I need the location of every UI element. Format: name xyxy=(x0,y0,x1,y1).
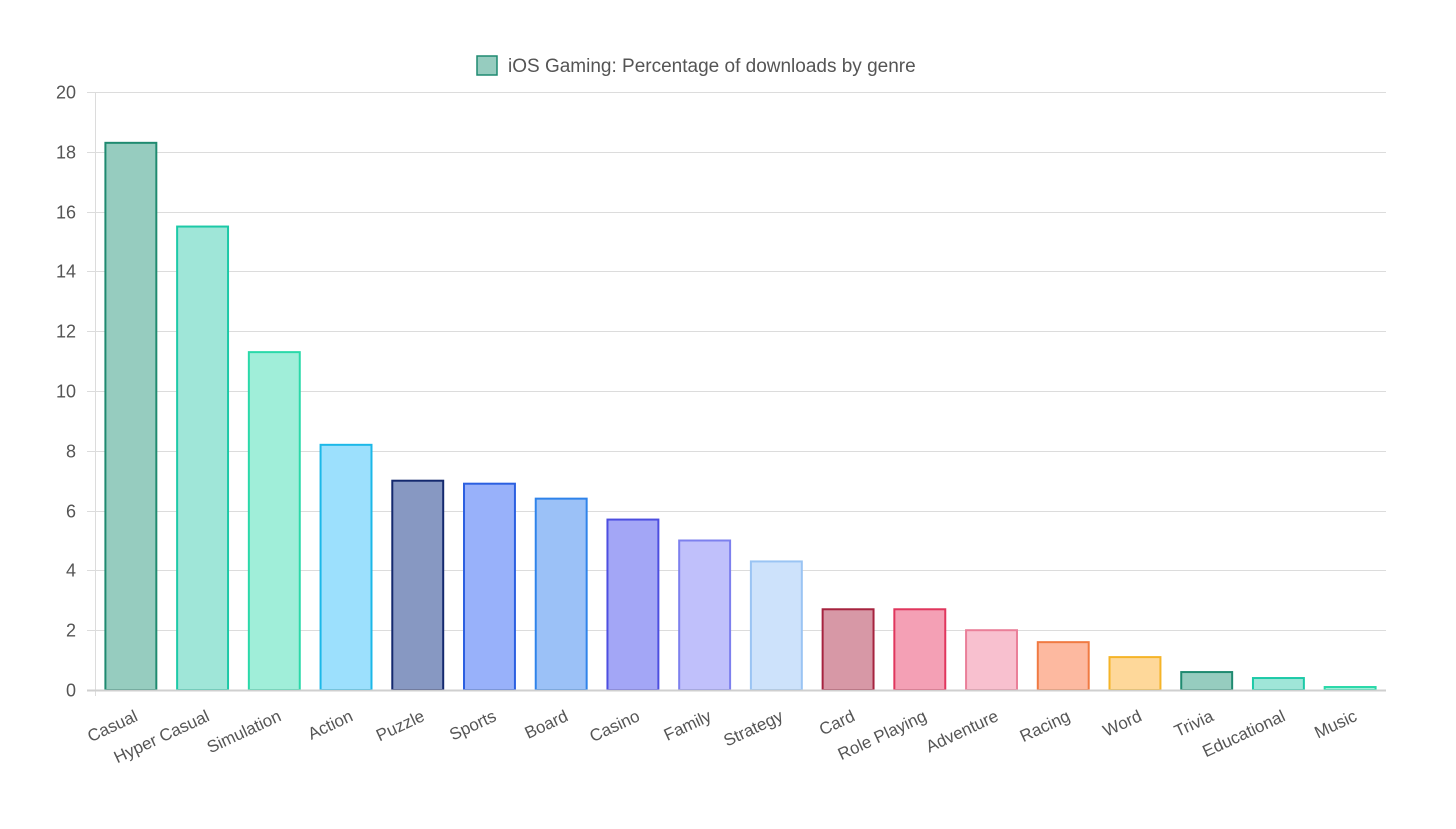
gridlines xyxy=(87,92,1386,631)
y-tick-label: 12 xyxy=(56,322,76,342)
x-tick-label: Strategy xyxy=(721,706,787,750)
y-tick-label: 6 xyxy=(66,502,76,522)
y-tick-label: 0 xyxy=(66,681,76,701)
x-tick-label: Action xyxy=(305,706,356,743)
bar-casino[interactable] xyxy=(606,518,660,691)
x-tick-label: Educational xyxy=(1200,706,1289,761)
bar-puzzle[interactable] xyxy=(391,479,445,692)
y-tick-label: 16 xyxy=(56,203,76,223)
y-tick-label: 8 xyxy=(66,442,76,462)
x-tick-label: Music xyxy=(1312,706,1361,742)
bar-family[interactable] xyxy=(678,539,732,691)
y-tick-label: 2 xyxy=(66,621,76,641)
bar-adventure[interactable] xyxy=(965,629,1018,692)
bar-hyper-casual[interactable] xyxy=(176,225,230,692)
bar-educational[interactable] xyxy=(1251,677,1305,691)
x-tick-label: Racing xyxy=(1017,706,1073,746)
legend-label[interactable]: iOS Gaming: Percentage of downloads by g… xyxy=(508,56,916,77)
x-tick-label: Card xyxy=(816,706,857,739)
x-tick-label: Board xyxy=(522,706,571,742)
y-axis-ticks: 0 2 4 6 8 10 12 14 16 18 20 xyxy=(56,83,76,701)
y-tick-label: 18 xyxy=(56,143,76,163)
x-tick-label: Trivia xyxy=(1171,706,1217,741)
bars xyxy=(104,141,1377,692)
bar-sports[interactable] xyxy=(463,482,516,691)
x-tick-label: Word xyxy=(1100,706,1145,740)
bar-word[interactable] xyxy=(1108,656,1162,691)
x-tick-label: Simulation xyxy=(204,706,284,757)
bar-action[interactable] xyxy=(319,443,373,691)
bar-trivia[interactable] xyxy=(1180,671,1234,691)
x-tick-label: Adventure xyxy=(923,706,1001,756)
x-tick-label: Puzzle xyxy=(373,706,427,745)
bar-board[interactable] xyxy=(534,497,588,692)
bar-strategy[interactable] xyxy=(749,560,803,691)
x-tick-label: Family xyxy=(661,706,715,745)
x-tick-label: Sports xyxy=(447,706,500,744)
bar-role-playing[interactable] xyxy=(893,608,947,692)
y-tick-label: 4 xyxy=(66,561,76,581)
legend[interactable]: iOS Gaming: Percentage of downloads by g… xyxy=(476,55,916,77)
x-tick-label: Casino xyxy=(587,706,643,746)
y-tick-label: 14 xyxy=(56,262,76,282)
bar-card[interactable] xyxy=(821,608,875,692)
legend-swatch[interactable] xyxy=(476,55,498,76)
y-tick-label: 20 xyxy=(56,83,76,103)
bar-casual[interactable] xyxy=(104,141,158,691)
bar-racing[interactable] xyxy=(1036,641,1090,691)
bar-simulation[interactable] xyxy=(247,351,301,691)
y-tick-label: 10 xyxy=(56,382,76,402)
